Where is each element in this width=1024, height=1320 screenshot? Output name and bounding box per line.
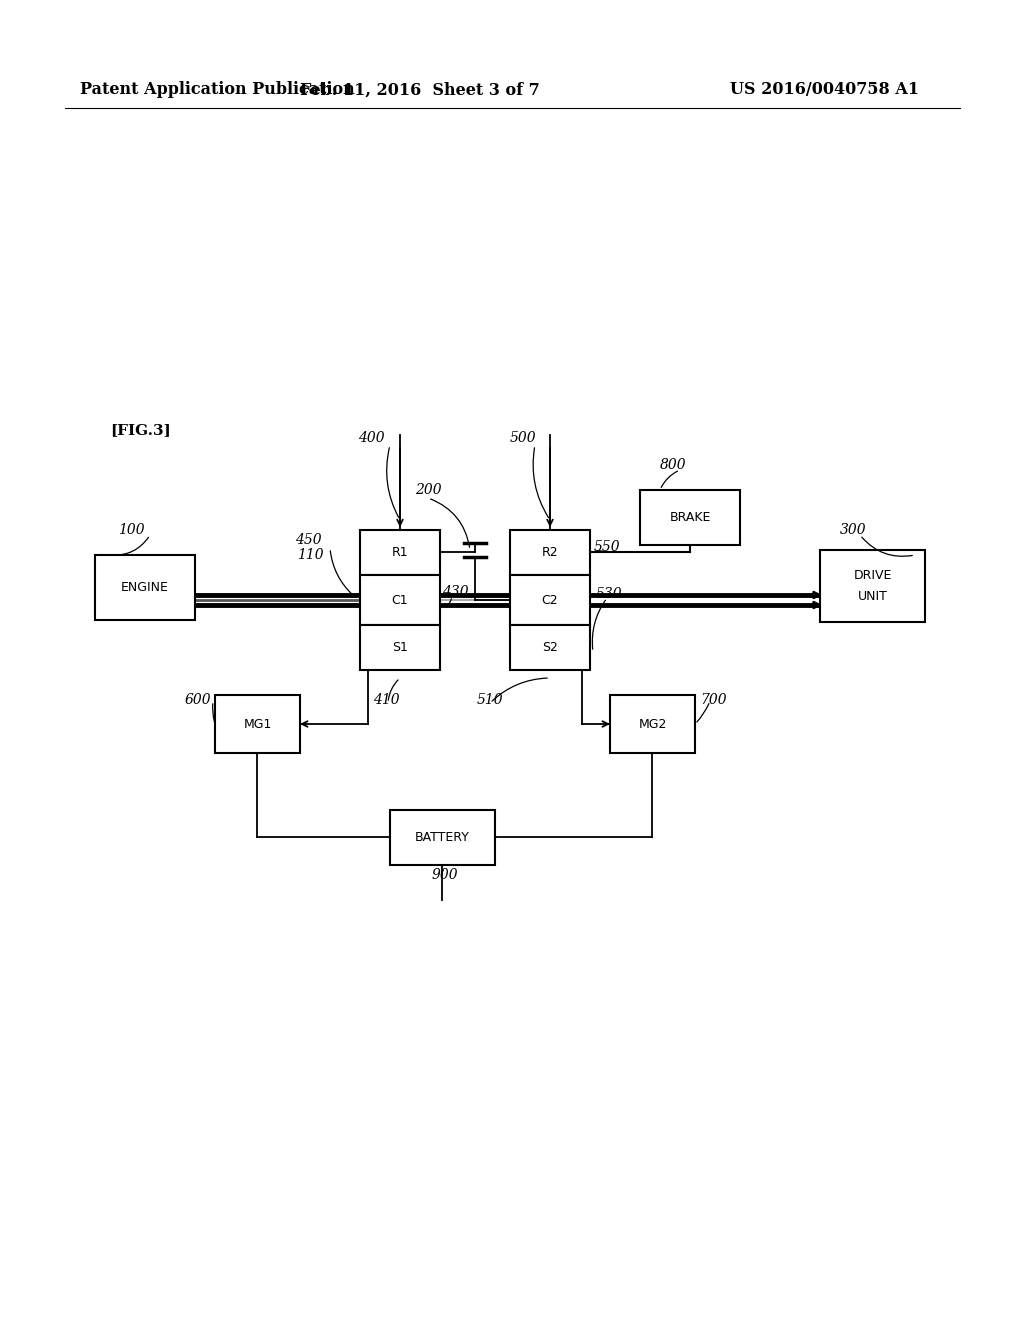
Text: R1: R1 bbox=[392, 546, 409, 558]
Text: C2: C2 bbox=[542, 594, 558, 606]
Text: [FIG.3]: [FIG.3] bbox=[110, 422, 171, 437]
Text: C1: C1 bbox=[392, 594, 409, 606]
Text: US 2016/0040758 A1: US 2016/0040758 A1 bbox=[730, 82, 920, 99]
Text: 110: 110 bbox=[297, 548, 324, 562]
Bar bbox=[640, 490, 740, 545]
Text: 600: 600 bbox=[185, 693, 212, 708]
Text: UNIT: UNIT bbox=[857, 590, 888, 603]
Bar bbox=[610, 696, 695, 752]
Bar bbox=[95, 554, 195, 620]
Text: 900: 900 bbox=[432, 869, 459, 882]
Bar bbox=[820, 550, 925, 622]
Text: 800: 800 bbox=[660, 458, 687, 473]
Text: 700: 700 bbox=[700, 693, 727, 708]
Bar bbox=[510, 531, 590, 576]
Bar bbox=[360, 624, 440, 671]
Text: MG2: MG2 bbox=[638, 718, 667, 730]
Bar bbox=[510, 576, 590, 624]
Text: 100: 100 bbox=[118, 523, 144, 537]
Text: 530: 530 bbox=[596, 587, 623, 601]
Bar bbox=[360, 576, 440, 624]
Text: 430: 430 bbox=[442, 585, 469, 599]
Text: ENGINE: ENGINE bbox=[121, 581, 169, 594]
Text: 450: 450 bbox=[295, 533, 322, 546]
Text: 500: 500 bbox=[510, 432, 537, 445]
Bar bbox=[215, 696, 300, 752]
Text: Feb. 11, 2016  Sheet 3 of 7: Feb. 11, 2016 Sheet 3 of 7 bbox=[300, 82, 540, 99]
Text: 300: 300 bbox=[840, 523, 866, 537]
Text: R2: R2 bbox=[542, 546, 558, 558]
Bar bbox=[510, 624, 590, 671]
Text: S2: S2 bbox=[542, 642, 558, 653]
Text: 200: 200 bbox=[415, 483, 441, 498]
Text: MG1: MG1 bbox=[244, 718, 271, 730]
Bar bbox=[390, 810, 495, 865]
Text: Patent Application Publication: Patent Application Publication bbox=[80, 82, 354, 99]
Text: BATTERY: BATTERY bbox=[415, 832, 470, 843]
Text: BRAKE: BRAKE bbox=[670, 511, 711, 524]
Bar bbox=[360, 531, 440, 576]
Text: 410: 410 bbox=[373, 693, 399, 708]
Text: 400: 400 bbox=[358, 432, 385, 445]
Text: 510: 510 bbox=[477, 693, 504, 708]
Text: 550: 550 bbox=[594, 540, 621, 554]
Text: S1: S1 bbox=[392, 642, 408, 653]
Text: DRIVE: DRIVE bbox=[853, 569, 892, 582]
